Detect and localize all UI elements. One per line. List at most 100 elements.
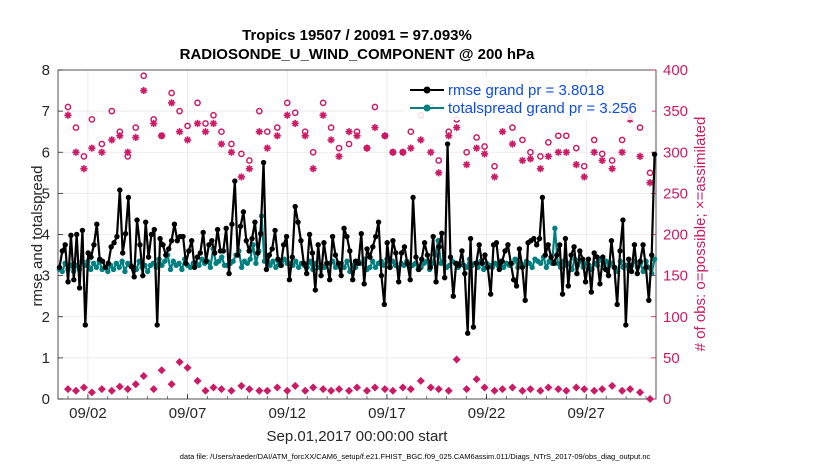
rmse-point: [450, 293, 457, 299]
rmse-point: [367, 254, 373, 260]
rmse-point: [344, 233, 350, 240]
obs-count-point: [370, 383, 379, 392]
rmse-point: [180, 233, 186, 240]
obs-assimilated-point: [64, 111, 72, 119]
rmse-point: [559, 291, 566, 297]
obs-assimilated-point: [572, 160, 580, 169]
rmse-point: [117, 187, 123, 193]
spread-point: [344, 258, 350, 264]
spread-point: [207, 264, 214, 271]
rmse-point: [73, 231, 80, 238]
rmse-point: [496, 266, 503, 273]
rmse-point: [131, 274, 137, 280]
obs-count-point: [646, 395, 655, 403]
rmse-point: [321, 240, 327, 246]
rmse-point: [275, 256, 281, 262]
obs-count-point: [263, 386, 272, 395]
y2-axis-label: # of obs: o=possible; ×=assimilated: [692, 117, 709, 352]
obs-count-point: [107, 386, 116, 395]
obs-possible-point: [618, 136, 626, 144]
obs-star-stroke: [481, 150, 488, 158]
rmse-point: [623, 322, 629, 328]
rmse-point: [398, 250, 405, 256]
rmse-point: [65, 279, 71, 285]
rmse-point: [295, 219, 301, 225]
obs-assimilated-point: [309, 165, 317, 173]
obs-star-stroke: [158, 132, 165, 139]
obs-assimilated-point: [227, 148, 236, 156]
spread-point: [162, 258, 168, 264]
spread-point: [196, 262, 202, 269]
obs-star-stroke: [599, 157, 606, 164]
spread-point: [529, 264, 535, 271]
rmse-point: [349, 277, 356, 283]
spread-point: [113, 260, 120, 266]
obs-count-point: [416, 376, 425, 385]
rmse-point: [260, 159, 267, 166]
obs-possible-point: [481, 143, 488, 150]
rmse-point: [168, 237, 175, 244]
obs-star-stroke: [399, 149, 406, 156]
rmse-point: [611, 264, 618, 271]
obs-star-stroke: [88, 145, 95, 152]
obs-assimilated-point: [453, 123, 461, 132]
rmse-point: [243, 237, 250, 244]
obs-star-stroke: [140, 87, 147, 94]
obs-possible-point: [527, 148, 534, 156]
rmse-point: [332, 252, 339, 258]
rmse-point: [211, 250, 218, 256]
rmse-point: [370, 244, 376, 250]
y-tick-label: 2: [42, 309, 50, 326]
rmse-point: [186, 248, 192, 254]
y2-tick-label: 200: [663, 227, 688, 244]
obs-assimilated-point: [490, 173, 499, 181]
obs-assimilated-point: [598, 156, 606, 165]
rmse-point: [200, 229, 206, 236]
obs-star-stroke: [210, 120, 217, 127]
rmse-point: [464, 330, 471, 336]
obs-count-point: [237, 381, 246, 390]
legend-spread-marker: [423, 104, 431, 112]
obs-assimilated-point: [371, 123, 379, 132]
rmse-point: [151, 226, 158, 233]
rmse-point: [375, 219, 382, 225]
rmse-point: [634, 270, 641, 277]
obs-star-stroke: [519, 157, 526, 164]
obs-assimilated-point: [435, 169, 443, 177]
x-tick-label: 09/27: [567, 405, 605, 422]
obs-assimilated-point: [209, 119, 218, 128]
rmse-point: [505, 242, 511, 248]
y-tick-label: 7: [42, 103, 50, 120]
rmse-point: [551, 260, 557, 266]
obs-count-point: [301, 386, 310, 395]
obs-possible-point: [98, 140, 106, 148]
obs-count-point: [79, 383, 88, 392]
obs-assimilated-point: [518, 156, 527, 165]
obs-count-point: [544, 383, 553, 392]
rmse-point: [91, 242, 97, 248]
rmse-point: [125, 194, 132, 201]
rmse-point: [571, 244, 577, 250]
rmse-point: [502, 248, 508, 254]
rmse-point: [289, 254, 296, 260]
rmse-point: [585, 256, 592, 262]
spread-point: [543, 264, 550, 271]
obs-count-point: [498, 385, 507, 394]
obs-star-stroke: [238, 173, 245, 181]
x-axis-label: Sep.01,2017 00:00:00 start: [267, 428, 449, 445]
obs-count-point: [131, 380, 140, 389]
obs-count-point: [327, 386, 336, 395]
rmse-point: [203, 258, 209, 264]
obs-assimilated-point: [381, 132, 389, 140]
obs-star-stroke: [72, 149, 80, 156]
obs-star-stroke: [407, 145, 414, 152]
rmse-point: [617, 248, 623, 254]
obs-star-stroke: [202, 128, 209, 135]
y-tick-label: 1: [42, 350, 50, 367]
spread-point: [176, 260, 182, 266]
obs-possible-point: [636, 124, 644, 131]
rmse-point: [473, 260, 480, 266]
rmse-point: [266, 252, 273, 258]
spread-point: [167, 266, 174, 273]
rmse-point: [447, 254, 454, 260]
